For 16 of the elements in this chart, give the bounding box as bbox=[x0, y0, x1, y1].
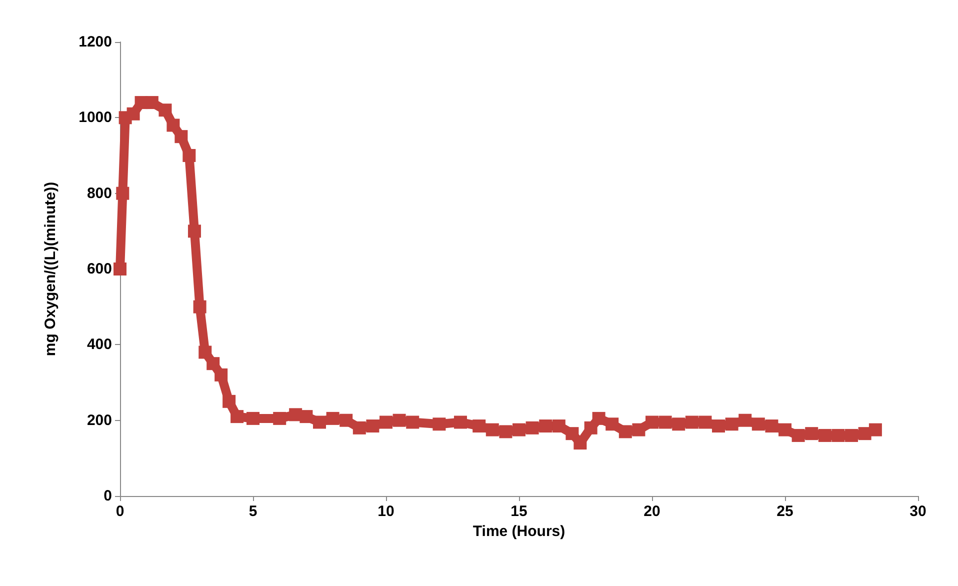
y-axis-title: mg Oxygen/((L)(minute)) bbox=[42, 182, 59, 356]
y-tick-label: 0 bbox=[104, 488, 112, 504]
y-tick-label: 600 bbox=[86, 260, 112, 278]
x-axis-title: Time (Hours) bbox=[472, 522, 566, 540]
y-tick-label: 1200 bbox=[78, 34, 112, 50]
y-tick-label: 400 bbox=[86, 336, 112, 354]
y-tick-label: 1000 bbox=[78, 109, 112, 126]
x-tick-label: 30 bbox=[910, 503, 926, 520]
y-tick-label: 800 bbox=[86, 184, 112, 202]
x-tick-label: 20 bbox=[644, 503, 660, 520]
x-tick-label: 10 bbox=[378, 503, 394, 520]
x-tick-label: 15 bbox=[510, 503, 528, 520]
x-tick-label: 25 bbox=[776, 503, 794, 520]
y-tick-label: 200 bbox=[86, 412, 112, 429]
x-tick-label: 5 bbox=[248, 503, 258, 520]
x-tick-label: 0 bbox=[116, 503, 124, 520]
